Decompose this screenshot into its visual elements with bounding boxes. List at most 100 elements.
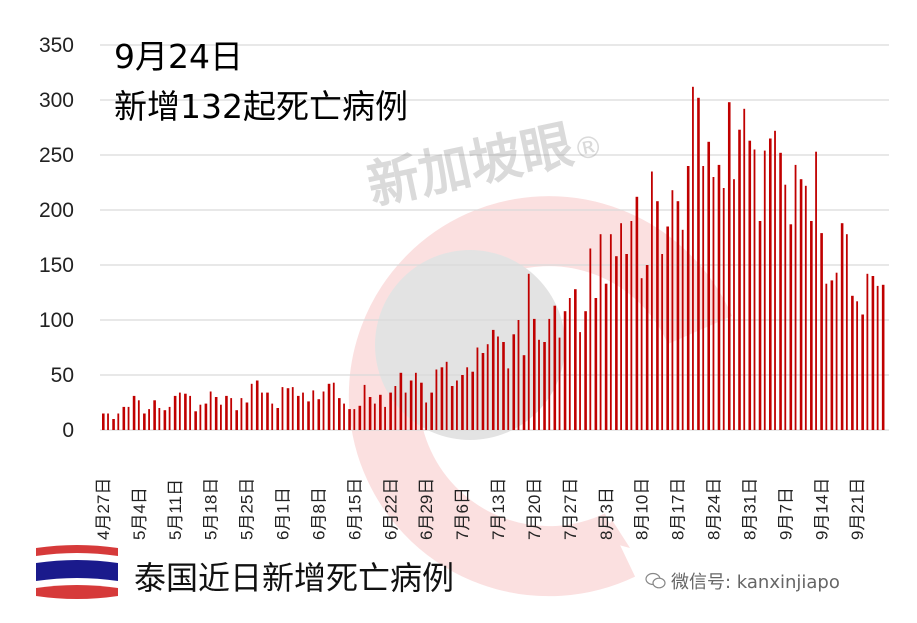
bar [763, 150, 766, 430]
bar [450, 386, 454, 430]
bar [143, 413, 146, 430]
bar [302, 392, 304, 430]
bar [845, 234, 848, 430]
bar [574, 289, 577, 430]
bar [363, 384, 366, 430]
chart-headline: 新增132起死亡病例 [114, 87, 408, 126]
bar [435, 369, 438, 430]
bar [127, 406, 130, 430]
bar [810, 221, 813, 430]
x-tick-label: 4月27日 [94, 478, 113, 540]
bar [189, 395, 192, 430]
bar [548, 318, 551, 430]
bar [558, 337, 561, 430]
bar [856, 301, 859, 430]
bar [851, 295, 854, 430]
y-tick-label: 300 [39, 89, 74, 112]
bar [353, 409, 356, 430]
bar [173, 395, 177, 430]
bar [137, 400, 140, 430]
bar [245, 402, 249, 430]
bar [445, 361, 448, 430]
bar [250, 383, 253, 430]
bar [178, 392, 181, 430]
x-tick-label: 7月20日 [525, 478, 544, 540]
bar [563, 311, 567, 430]
bar [625, 254, 628, 430]
bar [389, 392, 392, 430]
bar [517, 320, 520, 430]
bar [317, 399, 321, 430]
bar [414, 372, 417, 430]
bar [794, 164, 797, 430]
x-tick-label: 5月18日 [202, 478, 221, 540]
x-tick-label: 7月13日 [489, 478, 508, 540]
x-tick-label: 9月21日 [848, 478, 867, 540]
bar [271, 403, 274, 430]
bar [204, 403, 208, 430]
bar [394, 386, 397, 430]
bar [815, 151, 817, 430]
bar [645, 265, 649, 430]
bar [866, 273, 869, 430]
bar [738, 129, 741, 430]
bar [358, 405, 362, 430]
bar [122, 406, 126, 430]
bar [491, 329, 495, 430]
y-tick-label: 200 [39, 199, 74, 222]
bar [276, 408, 280, 430]
bar [194, 411, 197, 430]
y-tick-label: 150 [39, 254, 74, 277]
bar [148, 409, 150, 430]
bar [163, 410, 167, 430]
x-tick-label: 7月6日 [453, 487, 472, 540]
x-tick-label: 6月8日 [310, 487, 329, 540]
x-tick-label: 8月24日 [705, 478, 724, 540]
bar [466, 367, 469, 430]
bar [312, 390, 315, 430]
bar [199, 404, 202, 430]
y-tick-label: 50 [51, 364, 74, 387]
bar [676, 201, 680, 430]
bar [209, 391, 212, 430]
bar [486, 344, 489, 430]
bar [404, 392, 407, 430]
x-tick-label: 6月22日 [381, 478, 400, 540]
bar [117, 413, 120, 430]
bar [681, 229, 684, 430]
bar [650, 171, 653, 430]
bar [327, 383, 331, 430]
thailand-flag-icon [36, 545, 118, 599]
bar [538, 339, 540, 430]
bar [789, 224, 793, 430]
bar [620, 223, 622, 430]
bar [820, 233, 823, 430]
bar [240, 398, 243, 430]
y-tick-label: 250 [39, 144, 74, 167]
bar [599, 234, 602, 430]
bar [158, 408, 161, 430]
bar [543, 342, 546, 430]
bar [727, 102, 731, 430]
bar [707, 141, 711, 431]
bar [338, 398, 341, 430]
bar [235, 410, 238, 430]
bar [532, 318, 536, 430]
x-tick-label: 6月1日 [274, 487, 293, 540]
bar [112, 419, 115, 430]
bar [214, 397, 218, 430]
bar [881, 284, 885, 430]
bar [835, 272, 838, 430]
bar [594, 298, 598, 430]
x-axis-ticks: 4月27日 5月4日 5月11日 5月18日 5月25日 6月1日 6月8日 6月15日 6月2… [94, 478, 867, 540]
x-tick-label: 8月17日 [669, 478, 688, 540]
bar [671, 190, 674, 430]
bar [871, 276, 875, 430]
bar [830, 280, 834, 430]
bar [409, 380, 413, 430]
y-tick-label: 0 [62, 419, 74, 442]
bar [733, 179, 735, 430]
bar [373, 403, 376, 430]
bar [748, 140, 752, 430]
